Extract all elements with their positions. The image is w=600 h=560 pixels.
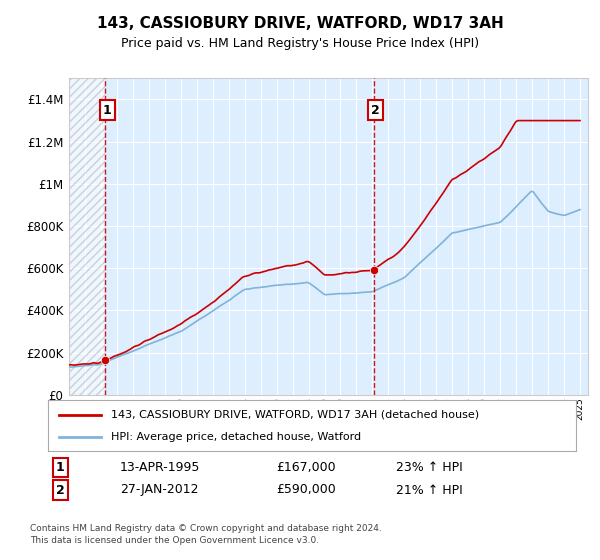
Text: 23% ↑ HPI: 23% ↑ HPI xyxy=(396,461,463,474)
Text: 143, CASSIOBURY DRIVE, WATFORD, WD17 3AH: 143, CASSIOBURY DRIVE, WATFORD, WD17 3AH xyxy=(97,16,503,31)
Text: 2: 2 xyxy=(56,483,64,497)
Text: 1: 1 xyxy=(56,461,64,474)
Text: 21% ↑ HPI: 21% ↑ HPI xyxy=(396,483,463,497)
Text: 27-JAN-2012: 27-JAN-2012 xyxy=(120,483,199,497)
Text: 1: 1 xyxy=(103,104,112,116)
Text: Contains HM Land Registry data © Crown copyright and database right 2024.
This d: Contains HM Land Registry data © Crown c… xyxy=(30,524,382,545)
Text: Price paid vs. HM Land Registry's House Price Index (HPI): Price paid vs. HM Land Registry's House … xyxy=(121,38,479,50)
Text: £167,000: £167,000 xyxy=(276,461,335,474)
Text: HPI: Average price, detached house, Watford: HPI: Average price, detached house, Watf… xyxy=(112,432,361,442)
Bar xyxy=(69,78,106,395)
Text: 2: 2 xyxy=(371,104,380,116)
Text: 143, CASSIOBURY DRIVE, WATFORD, WD17 3AH (detached house): 143, CASSIOBURY DRIVE, WATFORD, WD17 3AH… xyxy=(112,409,479,419)
Text: £590,000: £590,000 xyxy=(276,483,336,497)
Text: 13-APR-1995: 13-APR-1995 xyxy=(120,461,200,474)
